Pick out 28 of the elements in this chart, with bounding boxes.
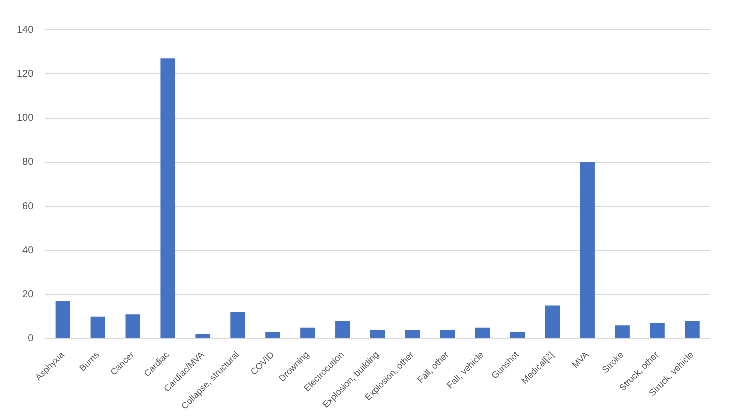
y-tick-label: 0 xyxy=(28,334,34,345)
bar xyxy=(545,306,560,338)
bar xyxy=(685,321,700,338)
x-tick-label: MVA xyxy=(570,350,591,370)
bar xyxy=(580,162,595,338)
bar xyxy=(196,334,210,338)
bar xyxy=(510,332,526,338)
bar xyxy=(230,312,246,338)
bar xyxy=(160,58,176,338)
bar xyxy=(440,330,456,338)
bar xyxy=(615,326,630,338)
y-tick-label: 80 xyxy=(22,157,34,168)
bar xyxy=(266,332,280,338)
bar xyxy=(300,328,316,338)
y-tick-label: 120 xyxy=(16,68,34,80)
bar xyxy=(475,328,490,338)
bar xyxy=(405,330,420,338)
bar xyxy=(56,301,71,338)
bar xyxy=(370,330,386,338)
y-tick-label: 140 xyxy=(16,24,34,36)
y-tick-label: 60 xyxy=(22,201,34,212)
y-tick-label: 40 xyxy=(22,245,34,256)
y-tick-label: 100 xyxy=(16,113,34,124)
bar xyxy=(650,323,665,338)
bar xyxy=(126,314,140,338)
y-tick-label: 20 xyxy=(22,290,34,301)
bar xyxy=(90,316,106,338)
bar xyxy=(336,321,350,338)
